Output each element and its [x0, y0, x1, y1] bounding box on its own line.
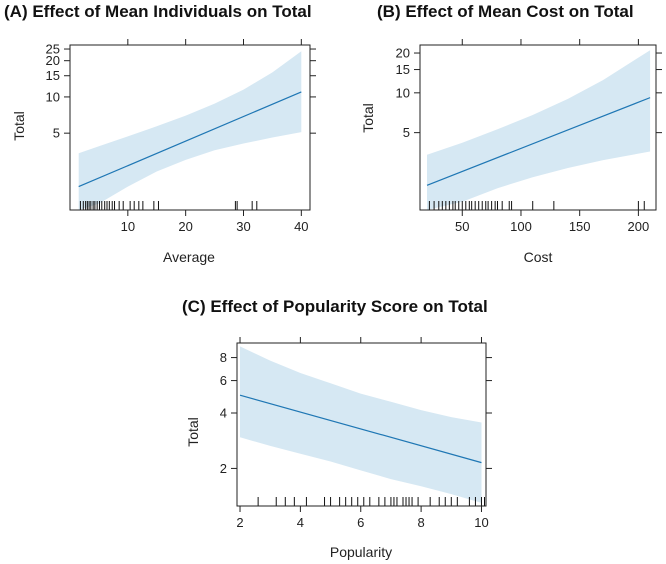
- panel-b-x-tick-label: 100: [510, 219, 532, 234]
- panel-a-x-axis-label: Average: [163, 249, 215, 265]
- panel-a-fit-line: [78, 91, 302, 188]
- panel-b-title: (B) Effect of Mean Cost on Total: [377, 2, 634, 21]
- panel-c-fit-line: [239, 394, 482, 464]
- panel-a-plot-frame: [69, 44, 311, 211]
- panel-b-x-axis-label: Cost: [524, 249, 553, 265]
- panel-a-y-tick-label: 5: [53, 126, 60, 141]
- panel-a-y-axis-label: Total: [11, 111, 27, 141]
- panel-c-x-tick-label: 8: [417, 515, 424, 530]
- panel-c-x-tick-label: 6: [357, 515, 364, 530]
- panel-c-y-tick-label: 2: [220, 461, 227, 476]
- panel-a-x-tick-label: 10: [121, 219, 135, 234]
- panel-a-y-tick-label: 10: [46, 89, 60, 104]
- panel-a-y-tick-label: 20: [46, 53, 60, 68]
- panel-a-ci-band: [78, 51, 302, 211]
- panel-c-x-tick-label: 10: [474, 515, 488, 530]
- panel-b-fit-line: [426, 97, 651, 186]
- panel-a: (A) Effect of Mean Individuals on Total …: [4, 2, 316, 265]
- panel-c-x-tick-label: 4: [297, 515, 304, 530]
- panel-c-title: (C) Effect of Popularity Score on Total: [182, 297, 488, 316]
- panel-b-x-tick-label: 50: [455, 219, 469, 234]
- panel-b-x-tick-label: 150: [569, 219, 591, 234]
- panel-b-y-tick-label: 10: [396, 85, 410, 100]
- panel-c-plot-frame: [236, 342, 487, 507]
- panel-a-x-tick-label: 30: [236, 219, 250, 234]
- panel-a-title: (A) Effect of Mean Individuals on Total: [4, 2, 312, 21]
- panel-b: (B) Effect of Mean Cost on Total Cost To…: [360, 2, 662, 265]
- panel-a-x-tick-label: 40: [294, 219, 308, 234]
- panel-b-y-tick-label: 5: [403, 125, 410, 140]
- panel-c-y-tick-label: 4: [220, 405, 227, 420]
- panel-b-plot-frame: [419, 44, 657, 211]
- panel-a-x-tick-label: 20: [178, 219, 192, 234]
- panel-c-x-axis-label: Popularity: [330, 544, 392, 560]
- panel-c-x-tick-label: 2: [236, 515, 243, 530]
- panel-a-y-tick-label: 25: [46, 42, 60, 57]
- panel-b-y-axis-label: Total: [360, 103, 376, 133]
- panel-c-y-tick-label: 6: [220, 373, 227, 388]
- panel-b-y-tick-label: 15: [396, 62, 410, 77]
- panel-b-y-tick-label: 20: [396, 46, 410, 61]
- panel-c-y-tick-label: 8: [220, 350, 227, 365]
- panel-c-y-axis-label: Total: [185, 417, 201, 447]
- panel-b-x-tick-label: 200: [628, 219, 650, 234]
- panel-c-ci-band: [240, 346, 482, 503]
- panel-b-ci-band: [427, 50, 651, 211]
- panel-c: (C) Effect of Popularity Score on Total …: [182, 297, 492, 560]
- panel-a-y-tick-label: 15: [46, 68, 60, 83]
